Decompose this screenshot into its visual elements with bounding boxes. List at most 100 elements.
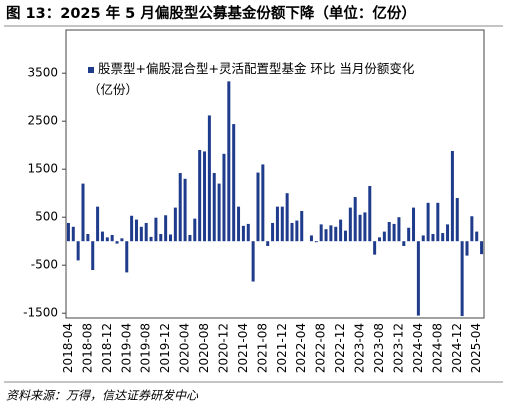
bar (134, 219, 138, 242)
bar (217, 183, 221, 242)
legend-label: 股票型+偏股混合型+灵活配置型基金 环比 当月份额变化（亿份） (88, 61, 415, 97)
bar (71, 226, 75, 242)
bar (256, 172, 260, 242)
x-tick-label: 2021-08 (255, 323, 269, 373)
legend: 股票型+偏股混合型+灵活配置型基金 环比 当月份额变化（亿份） (88, 58, 438, 100)
x-tick-label: 2022-04 (294, 323, 308, 373)
bar (198, 150, 202, 242)
bar (407, 227, 411, 242)
bar (232, 124, 236, 242)
bar (91, 241, 95, 270)
bar (290, 222, 294, 242)
y-tick-label: 1500 (27, 162, 58, 176)
x-tick-label: 2020-04 (178, 323, 192, 373)
bar (402, 241, 406, 246)
bar (100, 231, 104, 242)
bar (96, 206, 100, 242)
bar (66, 222, 70, 242)
bar (441, 233, 445, 242)
bar (387, 222, 391, 242)
bar (319, 224, 323, 242)
bar (76, 241, 80, 261)
bar (416, 241, 420, 316)
bar (358, 214, 362, 242)
plot-frame (65, 29, 485, 319)
bar (480, 241, 484, 255)
bar (436, 202, 440, 242)
legend-swatch (88, 66, 94, 73)
bar (460, 241, 464, 317)
bar (329, 225, 333, 242)
bar (412, 207, 416, 242)
bar (212, 173, 216, 242)
x-tick-label: 2023-08 (372, 323, 386, 373)
x-tick-label: 2024-08 (430, 323, 444, 373)
y-tick-label: -1500 (23, 306, 58, 320)
bar (237, 206, 241, 242)
bar (169, 234, 172, 242)
bar (446, 224, 450, 242)
x-tick-label: 2024-12 (450, 323, 464, 373)
bar (368, 186, 372, 242)
bar (397, 217, 401, 242)
bar (421, 235, 425, 242)
bar (280, 206, 284, 242)
x-tick-label: 2025-04 (469, 323, 483, 373)
bar (475, 231, 479, 242)
bar (363, 212, 367, 242)
bar (81, 183, 85, 242)
x-tick-label: 2024-04 (411, 323, 425, 373)
bar (154, 217, 158, 242)
x-tick-label: 2021-12 (275, 323, 289, 373)
bar (455, 198, 459, 242)
bar (378, 237, 381, 242)
bar (178, 173, 182, 242)
x-tick-label: 2022-08 (314, 323, 328, 373)
bar (426, 202, 430, 242)
bar (164, 215, 168, 242)
x-tick-label: 2018-12 (100, 323, 114, 373)
x-tick-label: 2021-04 (236, 323, 250, 373)
bar (353, 197, 357, 242)
y-tick-label: 500 (35, 210, 58, 224)
bar (382, 231, 386, 242)
bar (105, 237, 109, 242)
bar (203, 151, 207, 242)
x-tick-label: 2022-12 (333, 323, 347, 373)
bar (246, 223, 250, 242)
bar (188, 234, 192, 242)
bar (207, 115, 211, 242)
x-tick-label: 2019-08 (139, 323, 153, 373)
bar (334, 226, 338, 242)
x-tick-label: 2023-12 (391, 323, 405, 373)
bar (125, 241, 129, 273)
bar (130, 215, 134, 242)
bar (343, 230, 347, 242)
bar (120, 238, 124, 242)
bar (144, 222, 148, 242)
x-tick-label: 2020-12 (216, 323, 230, 373)
bar (222, 153, 226, 242)
bar (115, 241, 119, 244)
bar (139, 226, 143, 242)
bar (110, 234, 114, 242)
bar (183, 178, 187, 242)
bar (285, 193, 289, 242)
bar (295, 220, 299, 242)
x-tick-label: 2018-08 (80, 323, 94, 373)
bar (193, 218, 197, 242)
bar (251, 241, 255, 282)
bar (227, 81, 231, 242)
bar (348, 207, 352, 242)
bar (86, 234, 90, 242)
x-tick-label: 2018-04 (61, 323, 75, 373)
bar (266, 241, 270, 246)
x-tick-label: 2020-08 (197, 323, 211, 373)
bar (470, 216, 474, 242)
bar (241, 225, 245, 242)
y-tick-label: 3500 (27, 66, 58, 80)
bar (324, 229, 328, 242)
bar (300, 210, 304, 242)
